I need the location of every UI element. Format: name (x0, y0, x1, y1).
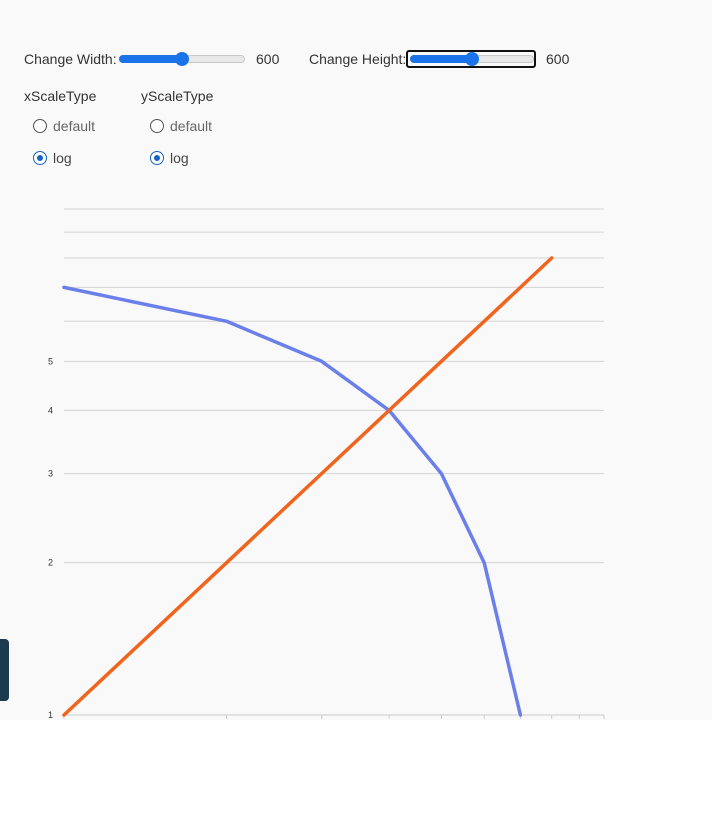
x-scale-log-radio[interactable] (33, 151, 47, 165)
height-value: 600 (546, 51, 570, 67)
width-slider[interactable] (119, 49, 245, 69)
height-slider-fill (410, 55, 472, 63)
size-controls: Change Width: 600 Change Height: 600 (24, 49, 624, 69)
height-label: Change Height: (309, 51, 407, 67)
y-scale-default-radio[interactable] (150, 119, 164, 133)
y-scale-log-label: log (170, 150, 189, 166)
height-slider-thumb[interactable] (465, 52, 479, 66)
y-tick-label: 2 (48, 558, 53, 568)
height-slider[interactable] (410, 49, 534, 69)
y-scale-log-radio[interactable] (150, 151, 164, 165)
x-scale-default-label: default (53, 118, 96, 134)
width-slider-fill (119, 55, 182, 63)
width-slider-thumb[interactable] (175, 52, 189, 66)
y-tick-label: 5 (48, 356, 53, 366)
side-drawer-tab[interactable] (0, 639, 9, 701)
line-chart: 1 2 3 4 5 (48, 208, 605, 720)
y-tick-label: 4 (48, 405, 53, 415)
y-scale-title: yScaleType (141, 88, 214, 104)
height-slider-focus-ring (406, 50, 536, 68)
width-value: 600 (256, 51, 280, 67)
x-scale-title: xScaleType (24, 88, 97, 104)
y-tick-label: 1 (48, 710, 53, 720)
y-tick-label: 3 (48, 469, 53, 479)
width-label: Change Width: (24, 51, 117, 67)
series-line-2 (62, 256, 554, 717)
y-scale-default-label: default (170, 118, 213, 134)
chart-panel (0, 0, 712, 720)
x-scale-default-radio[interactable] (33, 119, 47, 133)
x-scale-log-label: log (53, 150, 72, 166)
